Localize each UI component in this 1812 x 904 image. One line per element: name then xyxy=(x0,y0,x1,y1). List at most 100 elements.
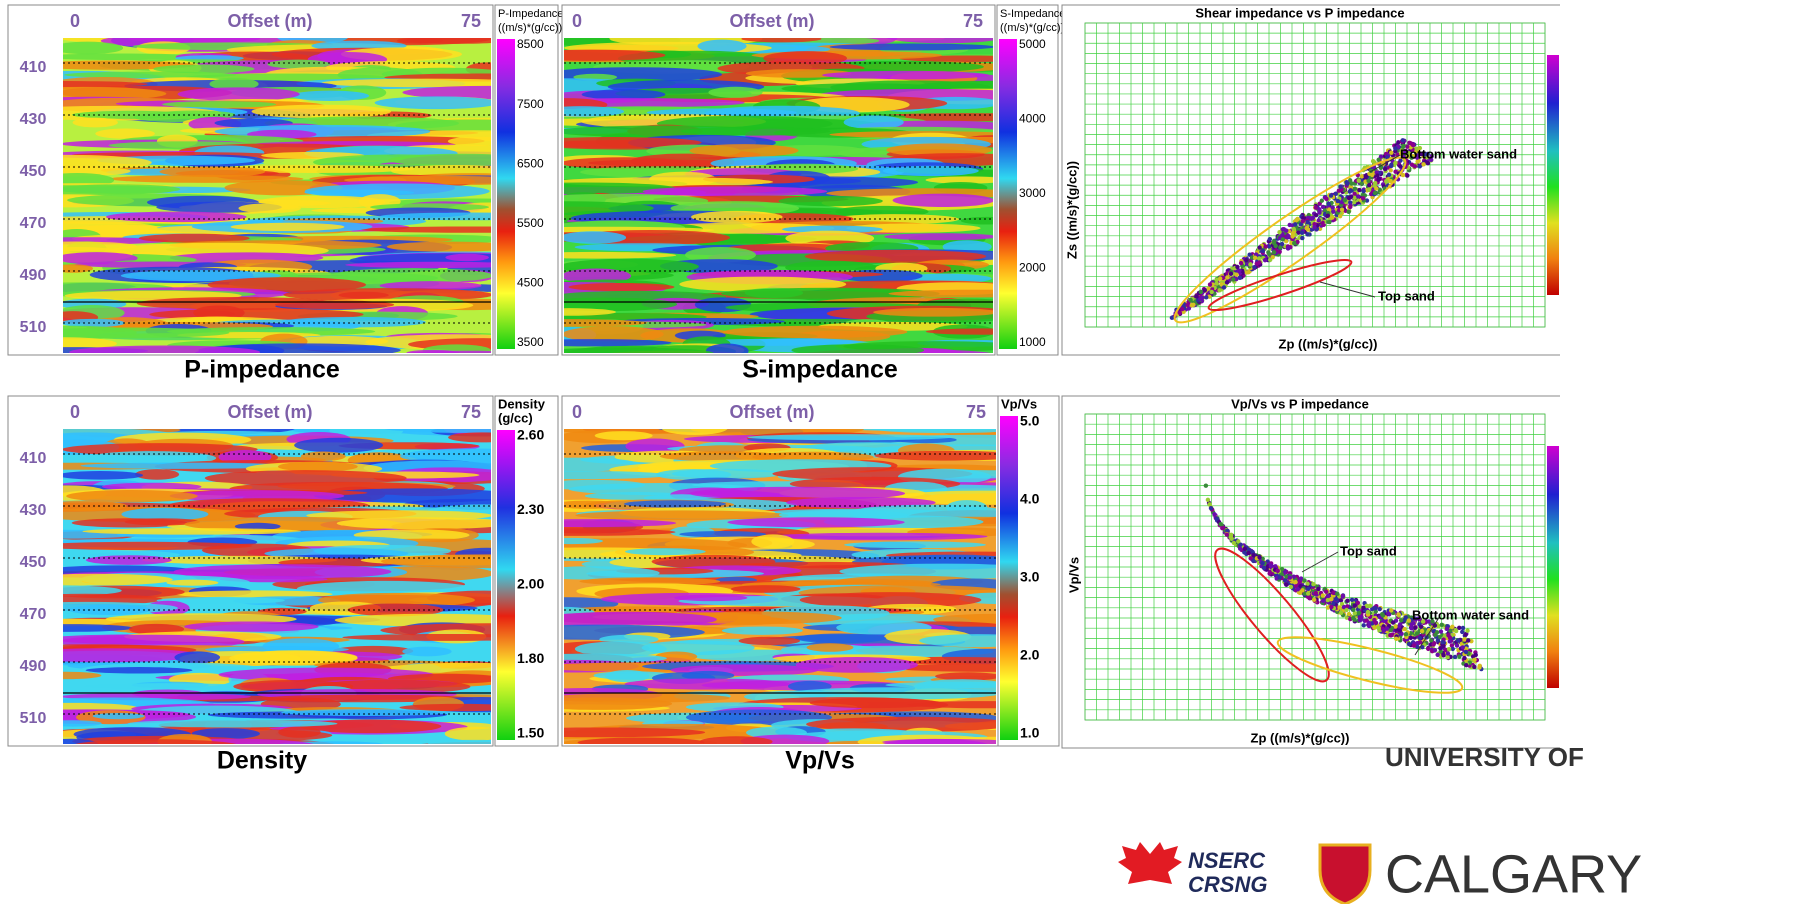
depth-label: 430 xyxy=(20,111,47,128)
scatter-point xyxy=(1378,607,1382,611)
scatter-point xyxy=(1373,606,1377,610)
scatter-point xyxy=(1413,164,1417,168)
scatter-point xyxy=(1409,636,1413,640)
scatter-point xyxy=(1218,276,1222,280)
scatter-point xyxy=(1284,583,1288,587)
scatter-point xyxy=(1465,628,1469,632)
colorbar-title: P-Impedance xyxy=(498,8,563,20)
colorbar-tick-label: 2.30 xyxy=(517,501,544,517)
scatter-point xyxy=(1373,181,1377,185)
scatter-point xyxy=(1245,270,1249,274)
scatter-point xyxy=(1376,158,1380,162)
colorbar-tick-label: 2.60 xyxy=(517,427,544,443)
seismic-band xyxy=(722,626,803,634)
depth-label: 470 xyxy=(20,606,47,623)
crossplot-title: Shear impedance vs P impedance xyxy=(1195,5,1404,20)
seismic-band xyxy=(278,462,358,472)
depth-label: 510 xyxy=(20,710,47,727)
scatter-point xyxy=(1356,194,1360,198)
scatter-point xyxy=(1236,539,1240,543)
scatter-point xyxy=(1321,593,1325,597)
seismic-band xyxy=(723,326,908,338)
scatter-point xyxy=(1257,245,1261,249)
crossplot-title: Vp/Vs vs P impedance xyxy=(1231,396,1369,411)
scatter-point xyxy=(1454,629,1458,633)
seismic-band xyxy=(674,595,747,602)
scatter-point xyxy=(1312,225,1316,229)
colorbar-tick-label: 2000 xyxy=(1019,261,1046,275)
scatter-point xyxy=(1272,241,1276,245)
seismic-band xyxy=(231,223,345,231)
annotation: Top sand xyxy=(1340,543,1397,558)
x-end-label: 75 xyxy=(461,402,481,422)
scatter-point xyxy=(1212,512,1216,516)
x-axis-label: Offset (m) xyxy=(730,11,815,31)
colorbar-tick-label: 3000 xyxy=(1019,186,1046,200)
seismic-band xyxy=(595,431,653,440)
colorbar-gradient xyxy=(1000,416,1018,740)
scatter-point xyxy=(1200,295,1204,299)
depth-label: 430 xyxy=(20,502,47,519)
scatter-point xyxy=(1335,592,1339,596)
scatter-point xyxy=(1376,178,1380,182)
scatter-point xyxy=(1389,163,1393,167)
colorbar-tick-label: 3500 xyxy=(517,335,544,349)
seismic-band xyxy=(402,647,451,657)
scatter-point xyxy=(1407,642,1411,646)
scatter-point xyxy=(1288,223,1292,227)
colorbar-tick-label: 6500 xyxy=(517,156,544,170)
scatter-point xyxy=(1248,262,1252,266)
scatter-point xyxy=(1457,654,1461,658)
depth-label: 490 xyxy=(20,267,47,284)
scatter-point xyxy=(1433,633,1437,637)
seismic-band xyxy=(739,637,800,645)
scatter-point xyxy=(1293,222,1297,226)
colorbar-tick-label: 1.80 xyxy=(517,650,544,666)
scatter-point xyxy=(1396,612,1400,616)
scatter-point xyxy=(1331,210,1335,214)
scatter-point xyxy=(1429,638,1433,642)
scatter-point xyxy=(1337,605,1341,609)
scatter-point xyxy=(1300,231,1304,235)
scatter-point xyxy=(1347,210,1351,214)
scatter-point xyxy=(1352,200,1356,204)
scatter-point xyxy=(1450,625,1454,629)
scatter-point xyxy=(1268,258,1272,262)
seismic-band xyxy=(731,585,801,593)
scatter-point xyxy=(1316,587,1320,591)
scatter-point xyxy=(1304,226,1308,230)
scatter-point xyxy=(1412,643,1416,647)
scatter-point xyxy=(1474,653,1478,657)
colorbar-gradient xyxy=(497,430,515,740)
colorbar-unit: (g/cc) xyxy=(498,410,533,425)
scatter-point xyxy=(1263,244,1267,248)
scatter-point xyxy=(1312,598,1316,602)
scatter-point xyxy=(1368,604,1372,608)
scatter-point xyxy=(1388,633,1392,637)
logo-university: UNIVERSITY OF xyxy=(1385,742,1584,772)
depth-label: 410 xyxy=(20,450,47,467)
x-start-label: 0 xyxy=(70,11,80,31)
scatter-point xyxy=(1399,618,1403,622)
scatter-point xyxy=(1401,138,1405,142)
scatter-point xyxy=(1374,186,1378,190)
colorbar-gradient xyxy=(999,39,1017,349)
scatter-point xyxy=(1257,555,1261,559)
scatter-point xyxy=(1269,564,1273,568)
scatter-point xyxy=(1289,585,1293,589)
scatter-point xyxy=(1243,547,1247,551)
scatter-point xyxy=(1345,599,1349,603)
colorbar-tick-label: 1.50 xyxy=(517,725,544,741)
seismic-band xyxy=(301,451,346,461)
scatter-point xyxy=(1418,164,1422,168)
panel-caption: S-impedance xyxy=(742,356,898,384)
scatter-point xyxy=(1238,276,1242,280)
seismic-band xyxy=(238,203,300,213)
scatter-point xyxy=(1204,484,1208,488)
depth-label: 510 xyxy=(20,319,47,336)
depth-label: 470 xyxy=(20,215,47,232)
scatter-point xyxy=(1398,164,1402,168)
seismic-band xyxy=(445,254,489,261)
scatter-point xyxy=(1225,275,1229,279)
